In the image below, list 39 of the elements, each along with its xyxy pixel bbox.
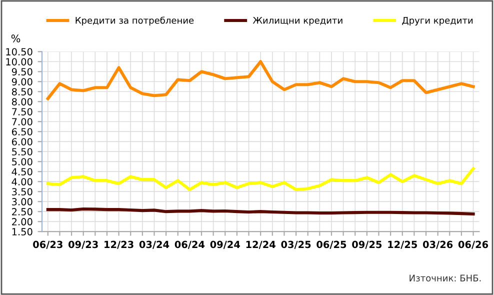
y-tick-label: 9.00 xyxy=(12,78,32,86)
y-tick-label: 4.50 xyxy=(12,168,32,176)
y-tick-label: 3.00 xyxy=(12,198,32,206)
y-tick-label: 10.00 xyxy=(6,58,32,66)
legend-label: Жилищни кредити xyxy=(252,17,342,26)
y-tick-label: 10.50 xyxy=(6,48,32,56)
y-tick-label: 8.00 xyxy=(12,98,32,106)
line-series xyxy=(46,167,475,192)
x-tick-label: 09/24 xyxy=(210,240,240,249)
y-tick-label: 9.50 xyxy=(12,68,32,76)
x-tick-label: 06/26 xyxy=(458,240,488,249)
x-tick-label: 06/25 xyxy=(316,240,346,249)
y-tick-label: 1.50 xyxy=(12,228,32,236)
x-tick-label: 09/25 xyxy=(352,240,382,249)
x-tick-label: 12/25 xyxy=(388,240,417,249)
y-tick-label: 5.00 xyxy=(12,158,32,166)
x-tick-label: 03/25 xyxy=(281,240,311,249)
x-tick-label: 09/23 xyxy=(68,240,98,249)
y-tick-label: 5.50 xyxy=(12,148,32,156)
y-tick-label: 6.50 xyxy=(12,128,32,136)
y-tick-label: 2.50 xyxy=(12,208,32,216)
x-tick-label: 12/24 xyxy=(246,240,276,249)
y-axis-title: % xyxy=(11,34,20,42)
text: Източник: БНБ. xyxy=(410,274,481,282)
line-series xyxy=(46,60,475,100)
x-tick-label: 06/23 xyxy=(33,240,62,249)
y-tick-label: 8.50 xyxy=(12,88,32,96)
y-tick-label: 7.00 xyxy=(12,118,32,126)
y-tick-label: 7.50 xyxy=(12,108,32,116)
x-tick-label: 06/24 xyxy=(174,240,205,249)
x-tick-label: 03/26 xyxy=(422,240,453,249)
y-tick-label: 3.50 xyxy=(12,188,32,196)
legend-label: Кредити за потребление xyxy=(76,16,194,26)
legend-label: Други кредити xyxy=(402,17,473,26)
y-tick-label: 2.00 xyxy=(12,218,32,226)
x-tick-label: 03/24 xyxy=(139,240,170,249)
y-tick-label: 6.00 xyxy=(12,138,32,146)
y-tick-label: 4.00 xyxy=(12,178,32,186)
x-tick-label: 12/23 xyxy=(104,240,134,249)
